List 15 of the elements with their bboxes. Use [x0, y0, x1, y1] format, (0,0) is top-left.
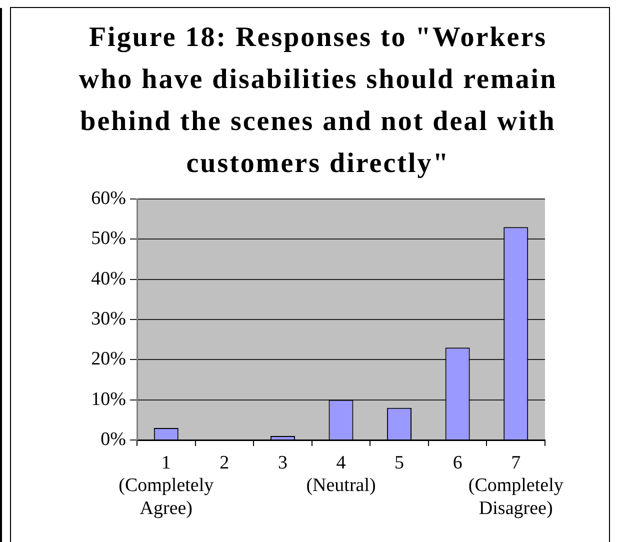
y-tick-label: 60%	[91, 188, 126, 209]
y-tick-label: 40%	[91, 268, 126, 290]
x-tick-label: 2	[220, 452, 230, 474]
x-tick-label: 5	[394, 452, 404, 474]
x-tick-label: 1 (Completely Agree)	[118, 452, 214, 519]
y-tick-label: 0%	[100, 428, 126, 450]
x-tick-label: 3	[278, 452, 288, 474]
x-tick-label: 6	[452, 452, 462, 474]
x-tick-label: 7 (Completely Disagree)	[468, 452, 564, 519]
y-tick-label: 30%	[91, 308, 126, 330]
y-tick-label: 50%	[91, 228, 126, 250]
chart-title: Figure 18: Responses to "Workers who have disabilities should remain behind the scenes and not deal with customers directly"	[78, 21, 558, 181]
x-tick-label: 4 (Neutral)	[306, 452, 376, 496]
y-tick-label: 10%	[91, 388, 126, 410]
y-tick-label: 20%	[91, 348, 126, 370]
